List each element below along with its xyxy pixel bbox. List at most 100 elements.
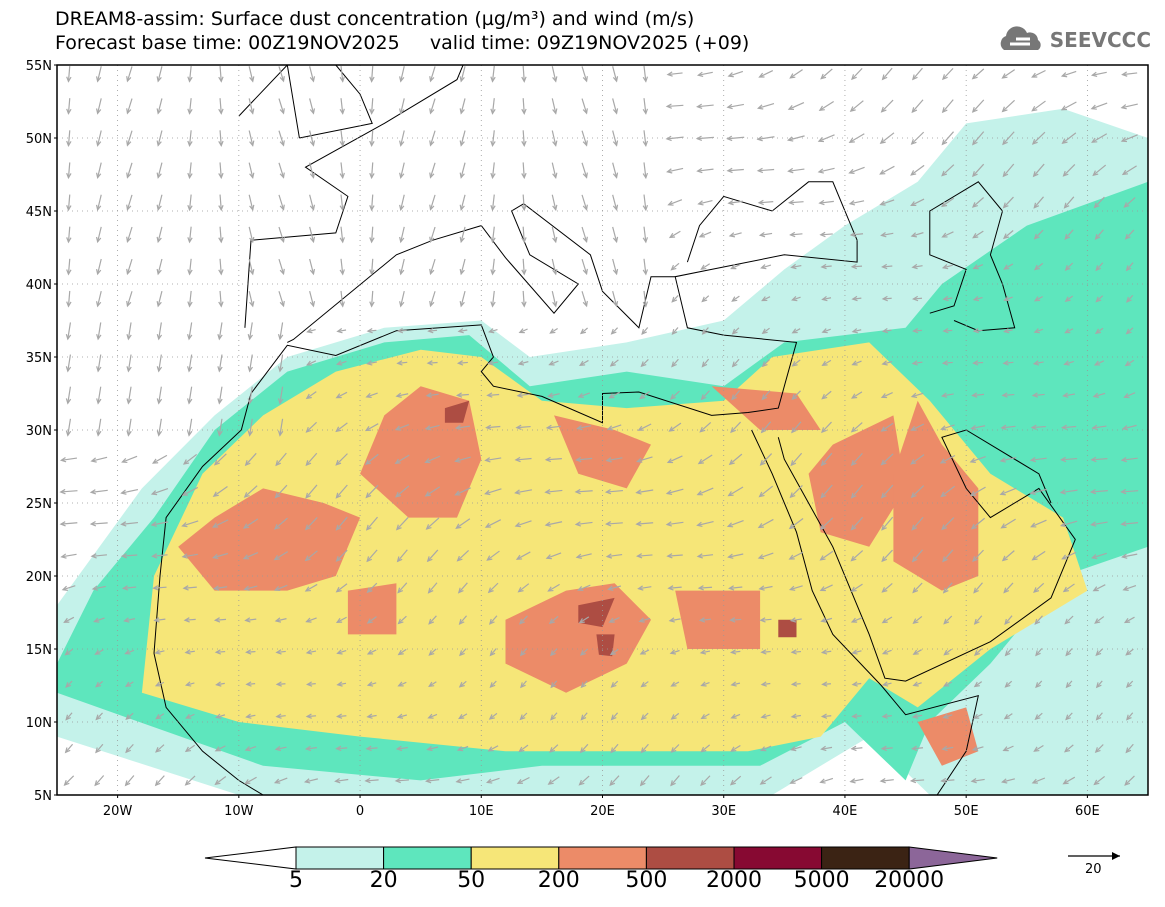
wind-arrow-head <box>1120 137 1128 143</box>
wind-arrow-shaft <box>941 197 955 207</box>
wind-arrow <box>218 66 224 83</box>
wind-arrow-head <box>305 492 311 499</box>
wind-arrow-head <box>244 746 251 752</box>
wind-arrow <box>514 456 532 463</box>
wind-arrow <box>612 258 619 276</box>
wind-arrow <box>1004 615 1013 625</box>
wind-arrow <box>940 777 955 784</box>
wind-arrow <box>696 167 714 174</box>
wind-arrow-head <box>544 521 551 527</box>
wind-arrow-head <box>791 427 797 434</box>
wind-arrow-head <box>66 76 72 83</box>
wind-arrow-shaft <box>852 715 862 718</box>
colorbar-bin <box>733 846 823 870</box>
wind-arrow-head <box>66 140 72 148</box>
wind-arrow-head <box>1092 586 1099 592</box>
wind-arrow <box>309 162 316 179</box>
wind-arrow <box>969 455 986 463</box>
wind-arrow <box>912 681 922 687</box>
wind-arrow <box>636 553 653 559</box>
wind-arrow-shaft <box>218 322 223 340</box>
wind-arrow <box>212 552 229 560</box>
wind-arrow-head <box>309 301 316 308</box>
wind-arrow-shaft <box>64 616 75 623</box>
wind-arrow <box>605 553 623 559</box>
wind-arrow-shaft <box>761 682 771 686</box>
wind-arrow-shaft <box>1095 295 1104 303</box>
wind-arrow <box>581 194 588 211</box>
wind-arrow-head <box>1064 296 1071 303</box>
wind-arrow-shaft <box>1096 680 1103 688</box>
wind-arrow <box>642 258 649 276</box>
wind-arrow-head <box>787 105 795 110</box>
wind-arrow-shaft <box>335 453 348 466</box>
wind-arrow-head <box>427 713 434 719</box>
wind-arrow-shaft <box>366 549 378 562</box>
wind-arrow-shaft <box>516 425 531 429</box>
wind-arrow-head <box>455 778 462 784</box>
wind-arrow-shaft <box>367 361 378 365</box>
wind-arrow-head <box>218 76 224 83</box>
wind-arrow-head <box>910 170 917 176</box>
wind-arrow-shaft <box>65 712 73 720</box>
wind-arrow-head <box>156 204 162 212</box>
wind-arrow-head <box>760 746 767 752</box>
wind-arrow-shaft <box>397 746 408 750</box>
wind-arrow-shaft <box>732 358 740 367</box>
wind-arrow <box>514 520 532 528</box>
wind-arrow <box>120 488 139 495</box>
wind-arrow-head <box>213 459 220 466</box>
wind-arrow <box>95 130 102 147</box>
wind-arrow-head <box>1002 360 1009 366</box>
wind-arrow-head <box>59 521 66 527</box>
wind-arrow <box>96 386 102 405</box>
wind-arrow-shaft <box>913 297 923 300</box>
wind-arrow-head <box>1126 296 1132 303</box>
wind-arrow-head <box>521 140 527 148</box>
wind-arrow <box>248 130 255 147</box>
wind-arrow-shaft <box>397 361 408 364</box>
wind-arrow <box>820 713 832 719</box>
wind-arrow-shaft <box>697 136 714 140</box>
lat-label: 15N <box>26 643 52 658</box>
wind-arrow <box>242 518 259 529</box>
wind-arrow-head <box>156 108 162 115</box>
wind-arrow-head <box>1092 170 1099 177</box>
wind-arrow-shaft <box>1060 489 1078 494</box>
wind-arrow-shaft <box>643 162 647 178</box>
wind-arrow <box>518 744 529 753</box>
wind-arrow-head <box>125 747 131 754</box>
wind-arrow-head <box>1003 587 1010 594</box>
wind-arrow-head <box>850 617 858 623</box>
wind-arrow-head <box>941 524 948 531</box>
wind-arrow <box>819 231 833 238</box>
wind-arrow-head <box>1003 264 1010 270</box>
wind-arrow-shaft <box>1004 615 1013 625</box>
wind-arrow-shaft <box>1030 488 1048 494</box>
wind-arrow-shaft <box>97 162 102 178</box>
wind-arrow-shaft <box>520 648 528 656</box>
wind-arrow-head <box>727 491 734 497</box>
wind-arrow-shaft <box>669 422 682 432</box>
wind-arrow <box>455 392 469 398</box>
wind-arrow-shaft <box>578 392 590 398</box>
wind-arrow <box>849 100 864 112</box>
wind-arrow <box>728 453 743 466</box>
wind-arrow-shaft <box>701 390 710 400</box>
wind-arrow-head <box>247 430 253 437</box>
wind-arrow-shaft <box>215 618 227 621</box>
wind-arrow-head <box>305 393 312 400</box>
wind-arrow-shaft <box>125 775 135 786</box>
wind-arrow-head <box>124 649 131 655</box>
wind-arrow-head <box>365 745 372 752</box>
wind-arrow <box>516 392 530 398</box>
wind-arrow-head <box>971 139 978 146</box>
wind-arrow-head <box>757 554 765 560</box>
wind-arrow <box>66 98 72 115</box>
wind-arrow-shaft <box>643 130 647 146</box>
wind-arrow-shaft <box>97 418 102 436</box>
wind-arrow-head <box>728 232 736 238</box>
wind-arrow <box>667 199 683 206</box>
wind-arrow <box>881 616 893 624</box>
wind-arrow-head <box>580 682 587 689</box>
